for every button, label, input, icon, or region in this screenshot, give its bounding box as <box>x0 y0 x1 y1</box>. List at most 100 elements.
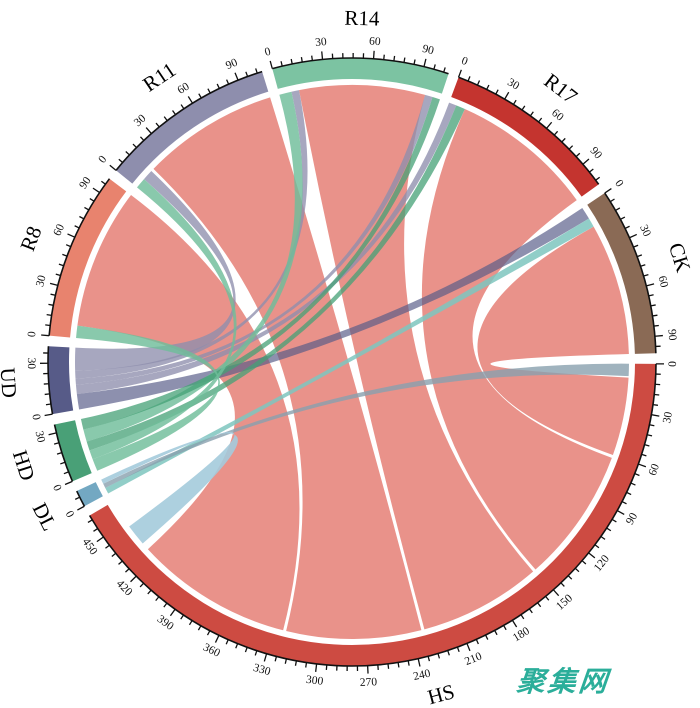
tick-HS-384 <box>180 614 185 620</box>
tick-R17-78 <box>568 145 574 150</box>
tick-HS-210 <box>466 643 471 652</box>
tick-HS-252 <box>397 662 400 668</box>
segment-label-DL: DL <box>28 499 62 535</box>
tick-R8-90 <box>92 187 100 194</box>
tick-HS-408 <box>147 589 152 595</box>
tick-HS-156 <box>545 595 550 601</box>
tick-R8-24 <box>50 293 56 296</box>
tick-HS-66 <box>634 473 640 477</box>
tick-R11-60 <box>187 96 194 104</box>
tick-HS-342 <box>244 647 248 653</box>
tick-R8-60 <box>67 233 76 238</box>
tick-HS-450 <box>96 536 104 543</box>
tick-HS-168 <box>528 608 533 614</box>
tick-HD-18 <box>56 451 63 455</box>
tick-HS-204 <box>475 639 479 645</box>
ribbon-DL-CK <box>105 218 594 494</box>
tick-HS-318 <box>284 658 288 664</box>
segment-arc-HD <box>54 420 92 482</box>
tick-HS-54 <box>641 453 647 457</box>
tick-R17-96 <box>588 168 594 173</box>
tick-HS-420 <box>130 575 137 583</box>
tick-HS-390 <box>169 608 176 617</box>
segment-label-CK: CK <box>664 240 696 275</box>
tick-label-HS-150: 150 <box>554 592 575 613</box>
tick-UD-12 <box>44 393 50 396</box>
tick-R11-18 <box>132 143 137 149</box>
tick-HS-402 <box>155 596 160 602</box>
tick-R17-30 <box>504 91 510 100</box>
tick-R8-36 <box>55 273 61 277</box>
tick-CK-78 <box>652 314 658 317</box>
tick-label-R14-30: 30 <box>315 36 328 49</box>
tick-HS-360 <box>214 635 220 643</box>
tick-CK-72 <box>650 304 656 307</box>
tick-label-HS-300: 300 <box>305 674 324 688</box>
tick-label-R17-90: 90 <box>588 145 605 162</box>
ribbon-UD-R11 <box>74 171 236 371</box>
axis-ticks <box>40 50 664 674</box>
tick-HS-258 <box>387 663 390 669</box>
tick-label-R11-0: 0 <box>96 153 109 165</box>
tick-R14-18 <box>300 57 303 63</box>
segment-arc-R11 <box>116 71 269 184</box>
tick-CK-84 <box>653 324 659 327</box>
tick-R8-54 <box>65 244 72 248</box>
segment-arc-CK <box>587 193 656 354</box>
tick-R17-24 <box>495 89 499 95</box>
tick-R17-90 <box>582 158 590 165</box>
tick-R17-60 <box>546 121 553 129</box>
tick-label-HS-210: 210 <box>463 650 484 668</box>
tick-R14-24 <box>311 55 314 61</box>
ribbons <box>74 84 629 640</box>
ribbon-HS-R11 <box>153 97 422 640</box>
tick-label-R14-0: 0 <box>263 46 272 59</box>
tick-label-DL-0: 0 <box>63 509 76 520</box>
tick-CK-66 <box>648 294 654 297</box>
tick-HS-126 <box>581 560 587 565</box>
tick-label-HS-450: 450 <box>80 536 100 557</box>
tick-R11-12 <box>125 151 130 156</box>
tick-label-HS-180: 180 <box>511 625 532 644</box>
tick-label-R8-60: 60 <box>51 222 67 238</box>
tick-HS-72 <box>630 482 636 486</box>
tick-HS-228 <box>437 653 441 659</box>
tick-R8-6 <box>45 324 51 327</box>
tick-R17-102 <box>595 176 601 181</box>
tick-HS-366 <box>206 630 211 636</box>
segment-arc-DL <box>76 482 103 507</box>
tick-R17-6 <box>467 76 471 82</box>
tick-HS-312 <box>294 660 298 666</box>
tick-label-HS-270: 270 <box>360 676 378 689</box>
tick-HS-198 <box>485 634 489 640</box>
tick-R14-0 <box>269 60 273 69</box>
tick-UD-6 <box>45 403 52 406</box>
ribbon-HS-R14 <box>299 84 534 630</box>
tick-R17-42 <box>521 105 526 111</box>
segment-label-UD: UD <box>0 367 22 399</box>
tick-R11-84 <box>226 79 230 85</box>
tick-R14-102 <box>443 67 446 73</box>
tick-HS-102 <box>606 527 612 532</box>
axis-line-HD <box>53 424 74 482</box>
tick-CK-42 <box>636 254 643 258</box>
ribbon-HD-R8 <box>76 325 220 471</box>
tick-HS-216 <box>456 646 460 653</box>
tick-CK-60 <box>646 283 655 287</box>
tick-R14-6 <box>280 61 283 67</box>
axis-line-R11 <box>115 70 263 171</box>
tick-HS-426 <box>125 568 130 573</box>
tick-R11-78 <box>216 83 220 89</box>
tick-UD-0 <box>44 413 53 417</box>
tick-HS-192 <box>494 630 498 636</box>
segment-arc-R8 <box>49 178 127 338</box>
tick-HD-6 <box>63 471 69 475</box>
tick-HS-246 <box>407 660 410 666</box>
tick-label-R8-30: 30 <box>34 274 49 288</box>
tick-HS-372 <box>197 625 202 631</box>
tick-label-R17-30: 30 <box>505 76 521 92</box>
tick-HS-42 <box>647 434 653 437</box>
tick-R11-72 <box>207 88 211 94</box>
segment-label-HS: HS <box>425 679 457 708</box>
